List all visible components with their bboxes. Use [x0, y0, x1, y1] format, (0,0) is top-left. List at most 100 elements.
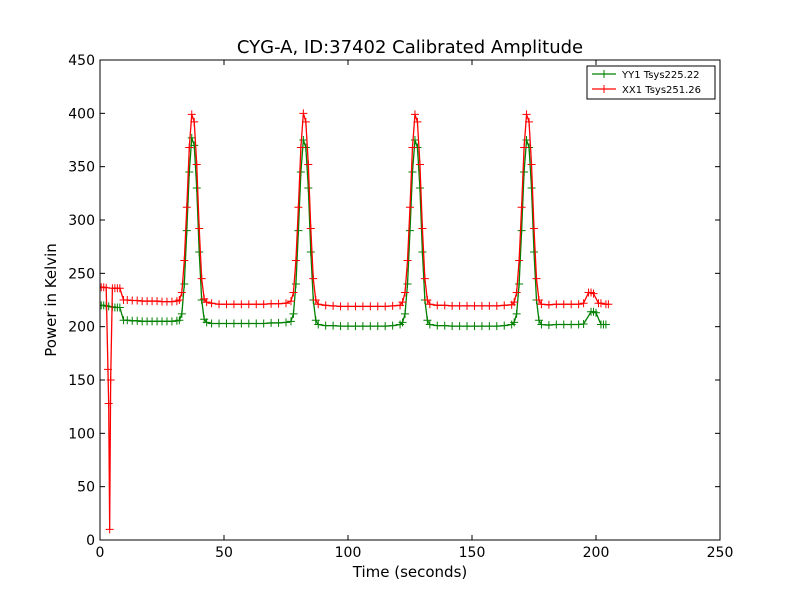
data-point — [267, 318, 276, 327]
data-point — [304, 184, 313, 192]
y-tick-label: 450 — [68, 53, 95, 69]
data-point — [133, 316, 142, 325]
data-point — [579, 320, 588, 328]
data-point — [358, 302, 367, 311]
data-point — [517, 226, 526, 235]
data-point — [180, 256, 189, 265]
data-point — [520, 168, 529, 176]
data-point — [180, 280, 189, 288]
data-point — [294, 226, 303, 235]
data-point — [190, 117, 199, 126]
data-point — [351, 302, 360, 311]
data-point — [515, 280, 524, 288]
legend: YY1 Tsys225.22 XX1 Tsys251.26 — [586, 65, 716, 100]
data-point — [301, 117, 310, 126]
data-point — [366, 322, 375, 331]
data-point — [567, 320, 576, 329]
data-point — [299, 109, 308, 118]
data-point — [282, 299, 290, 308]
axis-ticks: 0 50 100 150 200 250 0 50 100 150 200 250 300 350 400 4… — [68, 53, 733, 561]
data-point — [544, 321, 553, 330]
data-point — [567, 300, 576, 309]
y-tick-label: 300 — [68, 213, 95, 229]
data-point — [544, 300, 553, 309]
data-point — [115, 303, 124, 312]
data-point — [177, 309, 186, 318]
data-point — [185, 143, 194, 152]
data-point — [304, 160, 313, 169]
data-point — [311, 316, 320, 325]
data-point — [448, 301, 457, 310]
data-point — [463, 301, 472, 310]
data-point — [133, 296, 142, 305]
data-point — [433, 301, 442, 310]
data-point — [306, 248, 315, 256]
data-point — [510, 318, 519, 327]
y-tick-label: 100 — [68, 426, 95, 442]
data-point — [604, 300, 613, 309]
data-point — [190, 141, 199, 150]
data-point — [321, 321, 330, 330]
x-tick-label: 0 — [96, 545, 105, 561]
data-point — [492, 322, 501, 331]
data-point — [267, 299, 276, 308]
data-point — [175, 296, 184, 304]
legend-label: YY1 Tsys225.22 — [621, 70, 700, 81]
data-point — [403, 280, 412, 288]
data-point — [207, 299, 216, 308]
x-tick-label: 200 — [583, 545, 610, 561]
data-point — [522, 110, 531, 119]
data-point — [175, 316, 184, 325]
data-point — [237, 319, 246, 328]
data-point — [244, 300, 253, 309]
chart-title: CYG-A, ID:37402 Calibrated Amplitude — [237, 37, 583, 58]
legend-item: YY1 Tsys225.22 — [592, 70, 700, 81]
data-point — [477, 322, 486, 331]
data-point — [177, 288, 186, 297]
data-point — [448, 322, 457, 331]
data-point — [559, 320, 568, 329]
data-point — [309, 274, 318, 283]
x-tick-label: 50 — [215, 545, 233, 561]
data-point — [192, 160, 201, 169]
data-point — [321, 301, 330, 310]
data-point — [296, 168, 305, 176]
data-point — [455, 322, 464, 331]
data-point — [366, 302, 375, 311]
data-point — [202, 318, 211, 327]
data-point — [492, 301, 501, 310]
data-point — [512, 288, 521, 297]
data-point — [433, 321, 442, 330]
data-point — [415, 160, 424, 169]
data-point — [222, 319, 231, 328]
data-point — [329, 301, 338, 310]
data-point — [373, 302, 382, 311]
data-point — [455, 301, 464, 310]
data-point — [237, 300, 246, 309]
data-point — [515, 256, 524, 265]
data-point — [336, 322, 345, 331]
data-point — [187, 133, 196, 142]
data-point — [373, 322, 382, 331]
data-point — [485, 322, 494, 331]
data-point — [512, 309, 521, 318]
x-tick-label: 250 — [707, 545, 734, 561]
data-point — [222, 300, 231, 309]
data-point — [306, 224, 315, 233]
data-point — [534, 316, 543, 325]
y-tick-label: 400 — [68, 106, 95, 122]
data-point — [522, 136, 531, 144]
legend-box — [586, 65, 716, 100]
data-point — [527, 184, 536, 192]
data-point — [336, 302, 345, 311]
data-point — [259, 319, 268, 328]
y-tick-label: 0 — [86, 533, 95, 549]
data-point — [351, 322, 360, 331]
data-point — [289, 309, 298, 318]
data-point — [520, 143, 529, 152]
data-point — [500, 301, 509, 310]
data-point — [344, 302, 352, 311]
y-tick-label: 250 — [68, 266, 95, 282]
data-point — [440, 321, 449, 330]
data-point — [311, 296, 320, 304]
